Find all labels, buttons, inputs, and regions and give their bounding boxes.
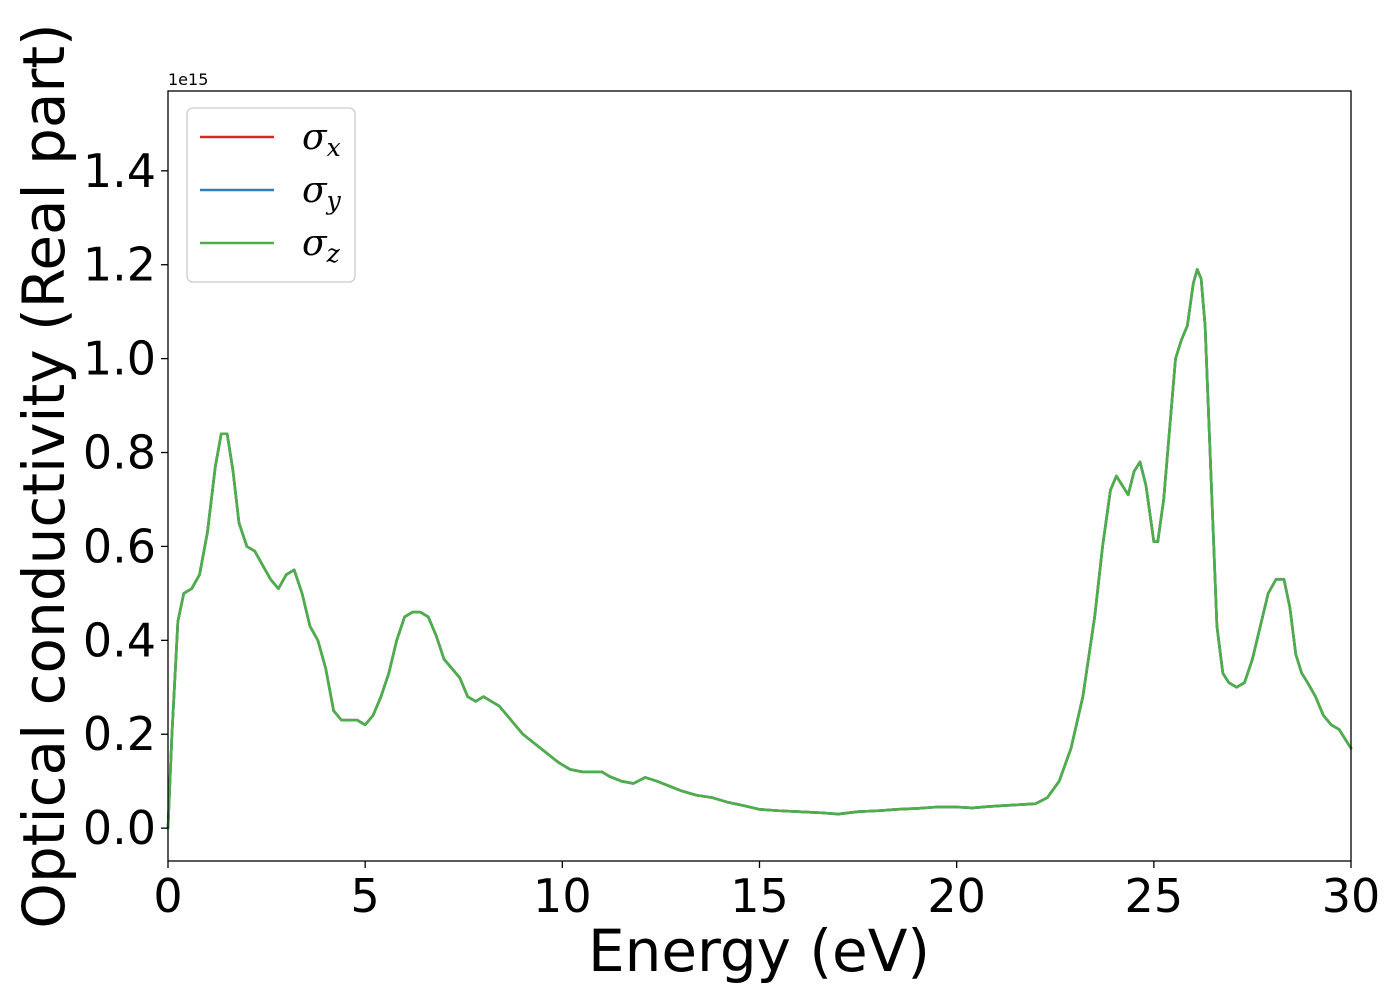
legend-subscript: z	[326, 239, 341, 268]
legend-frame	[186, 107, 356, 283]
legend-subscript: y	[326, 186, 342, 215]
legend-label-x: σx	[302, 117, 341, 162]
y-tick-label: 0.8	[83, 426, 156, 480]
y-tick-label: 1.2	[83, 238, 156, 292]
x-tick-label: 25	[1125, 869, 1184, 923]
plot-area	[168, 91, 1351, 861]
x-tick-label: 5	[351, 869, 380, 923]
y-tick-label: 0.6	[83, 519, 156, 573]
x-axis-title: Energy (eV)	[588, 917, 930, 985]
x-tick-label: 20	[927, 869, 986, 923]
legend-subscript: x	[327, 133, 341, 162]
legend-label-z: σz	[302, 223, 341, 268]
legend-symbol: σ	[302, 117, 328, 158]
x-tick-label: 0	[153, 869, 182, 923]
y-tick-label: 0.2	[83, 707, 156, 761]
y-tick-label: 1.0	[83, 332, 156, 386]
legend-symbol: σ	[302, 170, 328, 211]
series-line-z	[166, 268, 1353, 830]
y-tick-label: 0.0	[83, 801, 156, 855]
y-tick-label: 0.4	[83, 613, 156, 667]
y-tick-label: 1.4	[83, 144, 156, 198]
x-tick-label: 15	[730, 869, 789, 923]
x-tick-label: 30	[1322, 869, 1381, 923]
y-offset-label: 1e15	[168, 70, 208, 89]
legend-label-y: σy	[302, 170, 342, 215]
y-axis-title: Optical conductivity (Real part)	[10, 23, 78, 928]
x-axis: 0 5 10 15 20 25 30	[153, 861, 1380, 923]
series-layer	[166, 268, 1353, 830]
x-tick-label: 10	[533, 869, 592, 923]
legend-symbol: σ	[302, 223, 328, 264]
y-axis: 0.0 0.2 0.4 0.6 0.8 1.0 1.2 1.4	[83, 144, 168, 855]
